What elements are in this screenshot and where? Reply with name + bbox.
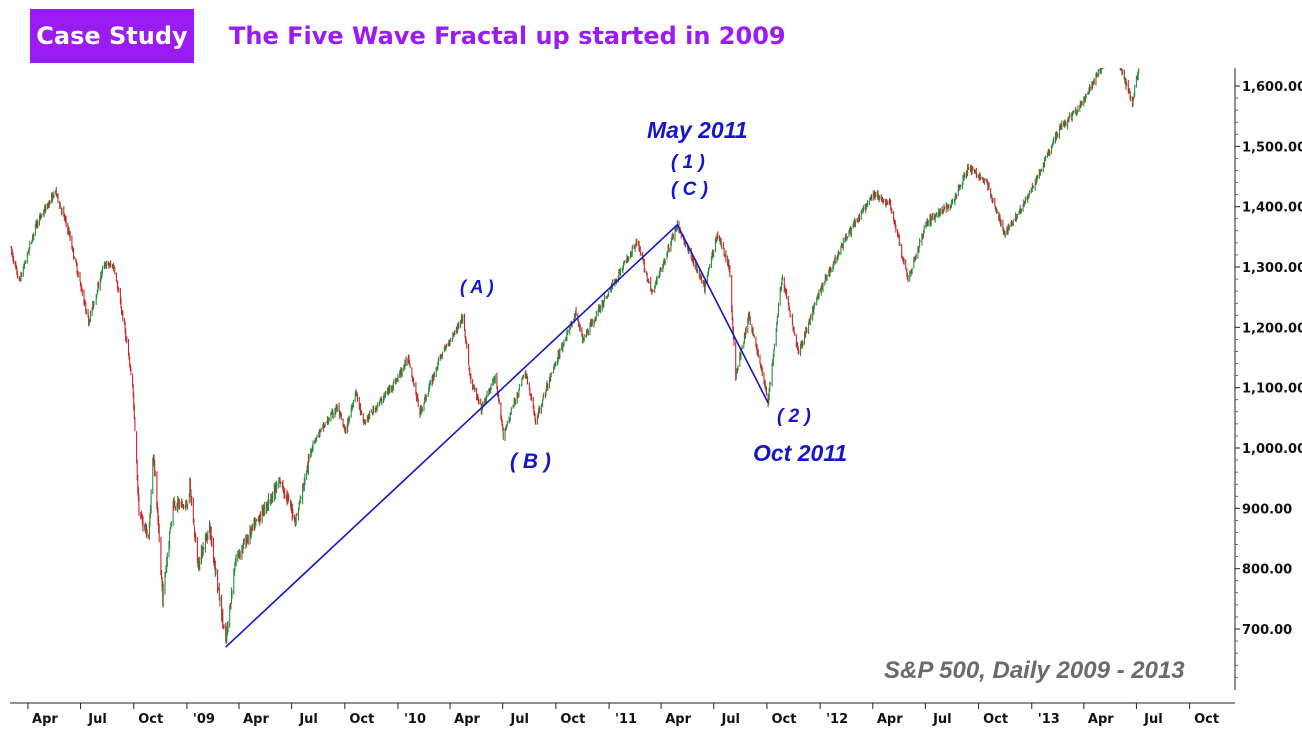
- x-tick-label: Oct: [771, 712, 796, 727]
- y-tick-label: 900.00: [1242, 502, 1292, 517]
- x-tick-label: Jul: [509, 712, 529, 727]
- x-tick-label: Apr: [665, 712, 691, 727]
- y-tick-label: 800.00: [1242, 563, 1292, 578]
- y-tick-label: 1,500.00: [1242, 140, 1302, 155]
- x-tick-label: Apr: [32, 712, 58, 727]
- chart-title: The Five Wave Fractal up started in 2009: [229, 22, 786, 50]
- x-tick-label: '10: [404, 712, 426, 727]
- annotation-trough-date: Oct 2011: [753, 440, 848, 466]
- x-tick-label: '09: [193, 712, 215, 727]
- x-axis: Apr Jul Oct '09 Apr Jul Oct '10 Apr Jul Oct '11 Apr J…: [10, 702, 1235, 727]
- x-tick-label: Jul: [87, 712, 107, 727]
- x-tick-label: Jul: [720, 712, 740, 727]
- x-tick-label: '13: [1038, 712, 1060, 727]
- y-tick-label: 1,200.00: [1242, 321, 1302, 336]
- x-tick-label: Jul: [932, 712, 952, 727]
- x-tick-label: '11: [615, 712, 637, 727]
- annotation-wave-b: ( B ): [510, 450, 551, 473]
- wave-lines-layer: [225, 223, 769, 648]
- annotation-wave-2: ( 2 ): [777, 406, 811, 427]
- x-tick-label: Oct: [1194, 712, 1219, 727]
- x-tick-label: Apr: [454, 712, 480, 727]
- x-tick-label: '12: [826, 712, 848, 727]
- annotation-wave-a: ( A ): [460, 277, 494, 297]
- y-tick-label: 1,300.00: [1242, 261, 1302, 276]
- x-tick-label: Jul: [1143, 712, 1163, 727]
- annotation-wave-c: ( C ): [671, 179, 708, 200]
- x-tick-label: Apr: [1088, 712, 1114, 727]
- y-axis: 1,600.00 1,500.00 1,400.00 1,300.00 1,200.00…: [1234, 68, 1302, 690]
- x-tick-label: Jul: [298, 712, 318, 727]
- y-tick-label: 1,400.00: [1242, 201, 1302, 216]
- y-tick-label: 700.00: [1242, 623, 1292, 638]
- chart-source-label: S&P 500, Daily 2009 - 2013: [884, 657, 1185, 684]
- candles-layer: [10, 68, 1140, 644]
- y-tick-label: 1,600.00: [1242, 80, 1302, 95]
- elliott-wave-line: [225, 223, 769, 648]
- x-tick-label: Oct: [349, 712, 374, 727]
- x-tick-label: Oct: [138, 712, 163, 727]
- case-study-badge: Case Study: [30, 9, 194, 63]
- x-tick-label: Apr: [243, 712, 269, 727]
- annotation-wave-1: ( 1 ): [671, 152, 705, 173]
- y-tick-label: 1,100.00: [1242, 382, 1302, 397]
- x-tick-label: Apr: [877, 712, 903, 727]
- x-tick-label: Oct: [983, 712, 1008, 727]
- y-tick-label: 1,000.00: [1242, 442, 1302, 457]
- annotation-peak-date: May 2011: [647, 117, 748, 143]
- x-tick-label: Oct: [560, 712, 585, 727]
